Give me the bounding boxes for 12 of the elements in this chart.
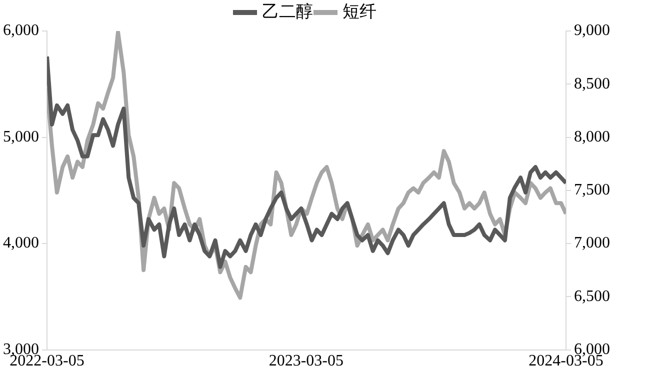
y-tick-label: 4,000: [3, 234, 39, 252]
legend-label: 乙二醇: [262, 2, 313, 21]
x-tick-label: 2023-03-05: [268, 352, 344, 370]
y2-tick-label: 7,000: [574, 234, 610, 252]
y2-tick-label: 8,500: [574, 75, 610, 92]
y2-tick-label: 8,000: [574, 128, 610, 146]
y2-tick-label: 6,500: [574, 288, 610, 305]
y2-tick-label: 7,500: [574, 182, 610, 199]
legend-label: 短纤: [342, 2, 376, 21]
y2-tick-label: 9,000: [574, 22, 610, 40]
y-tick-label: 6,000: [3, 22, 39, 40]
y-tick-label: 5,000: [3, 128, 39, 146]
